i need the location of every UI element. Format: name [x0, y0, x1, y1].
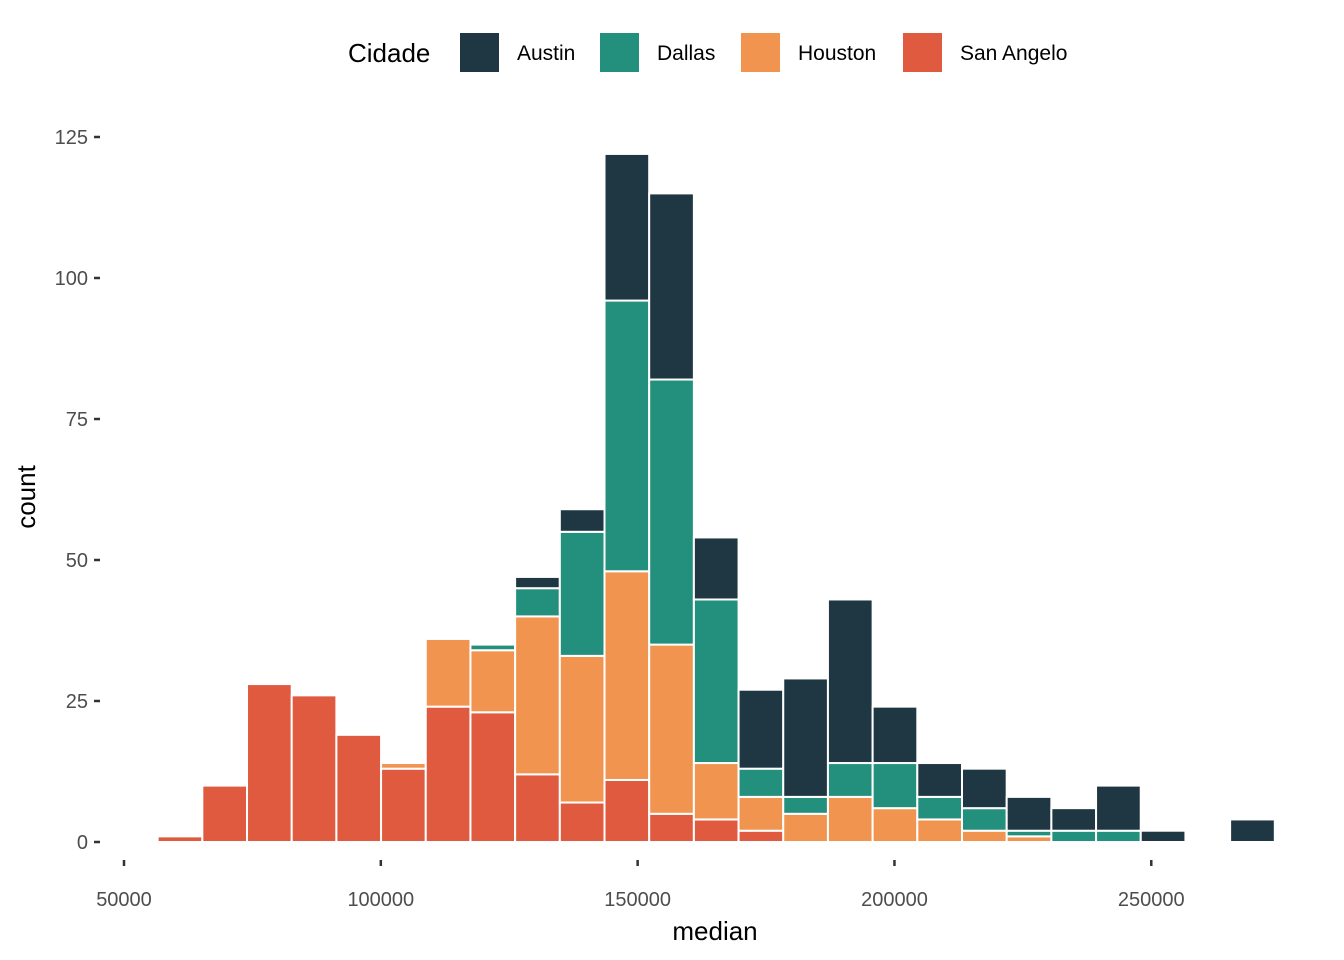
- bar-san-angelo: [380, 767, 427, 843]
- x-tick-label: 200000: [861, 889, 928, 911]
- bar-austin: [960, 767, 1008, 810]
- bar-san-angelo: [335, 733, 383, 844]
- axis-layer: 0 25 50 75 100 125 50000 100000 150000 200000 2500…: [55, 127, 1185, 911]
- bar-san-angelo: [514, 773, 561, 844]
- bar-austin: [737, 688, 785, 770]
- y-tick-label: 25: [66, 691, 88, 713]
- x-tick-label: 100000: [347, 889, 414, 911]
- bar-dallas: [826, 762, 874, 798]
- bar-dallas: [1095, 829, 1142, 843]
- bar-dallas: [692, 598, 740, 765]
- bar-houston: [871, 807, 919, 843]
- bar-dallas: [737, 767, 785, 798]
- bar-austin: [692, 536, 740, 601]
- bar-houston: [960, 829, 1008, 843]
- bar-houston: [469, 649, 517, 714]
- legend-label: Houston: [798, 42, 876, 65]
- legend-title: Cidade: [348, 38, 430, 68]
- bar-san-angelo: [290, 694, 338, 843]
- legend-key-san-angelo: [903, 33, 942, 72]
- bar-dallas: [916, 795, 963, 821]
- y-tick-label: 50: [66, 550, 88, 572]
- bar-san-angelo: [737, 829, 785, 843]
- bar-houston: [737, 795, 785, 832]
- bar-dallas: [960, 807, 1008, 832]
- legend-key-houston: [741, 33, 780, 72]
- bar-houston: [380, 762, 427, 770]
- bar-austin: [514, 575, 561, 590]
- bar-austin: [1095, 784, 1142, 832]
- bar-austin: [1050, 807, 1098, 832]
- x-tick-label: 150000: [604, 889, 671, 911]
- y-tick-label: 75: [66, 409, 88, 431]
- bar-san-angelo: [648, 812, 695, 843]
- x-axis-title: median: [672, 916, 757, 946]
- bar-austin: [871, 705, 919, 765]
- bar-austin: [826, 598, 874, 765]
- bar-houston: [603, 570, 651, 781]
- bar-austin: [1005, 795, 1053, 832]
- x-tick-label: 50000: [96, 889, 152, 911]
- bar-dallas: [648, 378, 695, 646]
- y-axis-title: count: [11, 464, 41, 528]
- legend-key-dallas: [600, 33, 639, 72]
- bar-austin: [916, 762, 963, 798]
- bar-dallas: [603, 299, 651, 573]
- bar-san-angelo: [603, 778, 651, 844]
- bar-dallas: [514, 587, 561, 618]
- bar-san-angelo: [156, 835, 204, 843]
- bars-layer: [156, 152, 1276, 844]
- bar-dallas: [782, 795, 829, 815]
- bar-san-angelo: [246, 683, 293, 844]
- bar-san-angelo: [424, 705, 472, 844]
- bar-san-angelo: [558, 801, 606, 844]
- bar-houston: [916, 818, 963, 844]
- bar-houston: [692, 762, 740, 821]
- legend-label: Austin: [517, 42, 575, 65]
- bar-austin: [782, 677, 829, 798]
- bar-san-angelo: [469, 711, 517, 844]
- bar-austin: [558, 508, 606, 533]
- legend-key-austin: [460, 33, 499, 72]
- y-tick-label: 125: [55, 127, 88, 149]
- legend-label: Dallas: [657, 42, 715, 65]
- bar-dallas: [1050, 829, 1098, 843]
- bar-austin: [603, 152, 651, 302]
- bar-san-angelo: [692, 818, 740, 844]
- bar-dallas: [871, 762, 919, 810]
- bar-houston: [826, 795, 874, 844]
- bar-houston: [558, 654, 606, 804]
- bar-austin: [1229, 818, 1276, 844]
- y-tick-label: 100: [55, 268, 88, 290]
- bar-houston: [782, 812, 829, 843]
- bar-austin: [1139, 829, 1187, 843]
- bar-dallas: [558, 530, 606, 657]
- bar-dallas: [469, 643, 517, 652]
- bar-austin: [648, 192, 695, 381]
- x-tick-label: 250000: [1118, 889, 1185, 911]
- y-tick-label: 0: [77, 832, 88, 854]
- bar-houston: [514, 615, 561, 776]
- legend-label: San Angelo: [960, 42, 1067, 65]
- bar-san-angelo: [201, 784, 249, 843]
- bar-houston: [648, 643, 695, 815]
- bar-houston: [424, 637, 472, 708]
- legend: Cidade Austin Dallas Houston San Angelo: [348, 33, 1067, 72]
